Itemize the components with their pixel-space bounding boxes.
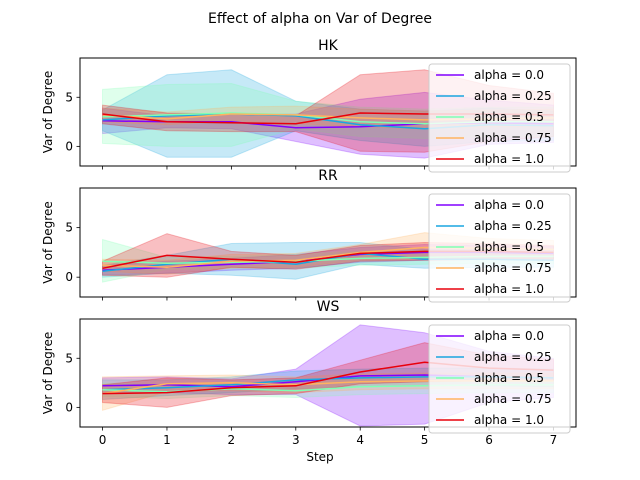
x-axis-label: Step [306,450,333,464]
legend-entry: alpha = 1.0 [474,413,544,427]
subplot-rr: RR Var of Degree 0 5 alpha = 0.0 alpha = 0.25… [41,168,577,303]
x-tick-label: 6 [485,433,493,447]
legend-entry: alpha = 0.75 [474,392,552,406]
legend-entry: alpha = 0.25 [474,350,552,364]
subplot-title: RR [318,168,338,184]
legend-entry: alpha = 0.25 [474,219,552,233]
legend-entry: alpha = 1.0 [474,282,544,296]
y-axis-label: Var of Degree [41,332,55,414]
legend-entry: alpha = 0.75 [474,261,552,275]
figure-suptitle: Effect of alpha on Var of Degree [208,11,432,27]
x-tick-label: 1 [163,433,171,447]
y-axis-label: Var of Degree [41,71,55,153]
x-tick-label: 4 [356,433,364,447]
legend-entry: alpha = 1.0 [474,152,544,166]
legend-entry: alpha = 0.5 [474,110,544,124]
y-axis-label: Var of Degree [41,201,55,283]
axes-frame [79,187,577,298]
x-tick-label: 2 [228,433,236,447]
y-tick-label: 0 [65,270,73,284]
axes-frame [79,57,577,167]
x-tick-label: 3 [292,433,300,447]
legend: alpha = 0.0 alpha = 0.25 alpha = 0.5 alpha … [428,324,571,434]
x-tick-label: 0 [99,433,107,447]
y-tick-label: 5 [65,90,73,104]
y-tick-label: 0 [65,139,73,153]
legend-entry: alpha = 0.75 [474,131,552,145]
x-tick-label: 7 [550,433,558,447]
legend-frame [428,324,571,434]
subplot-hk: HK Var of Degree 0 5 alpha = 0.0 alpha = 0.25… [41,38,577,173]
y-tick-label: 5 [65,221,73,235]
legend-entry: alpha = 0.25 [474,89,552,103]
legend-entry: alpha = 0.0 [474,198,544,212]
subplot-title: WS [317,299,340,315]
y-tick-label: 0 [65,400,73,414]
subplots: HK Var of Degree 0 5 alpha = 0.0 alpha = 0.25… [41,38,577,447]
legend: alpha = 0.0 alpha = 0.25 alpha = 0.5 alpha … [428,193,571,303]
legend-frame [428,193,571,303]
legend: alpha = 0.0 alpha = 0.25 alpha = 0.5 alpha … [428,63,571,173]
legend-entry: alpha = 0.5 [474,240,544,254]
subplot-title: HK [318,38,339,54]
legend-frame [428,63,571,173]
y-tick-label: 5 [65,351,73,365]
x-tick-label: 5 [421,433,429,447]
legend-entry: alpha = 0.0 [474,329,544,343]
legend-entry: alpha = 0.5 [474,371,544,385]
legend-entry: alpha = 0.0 [474,68,544,82]
axes-frame [79,318,577,428]
